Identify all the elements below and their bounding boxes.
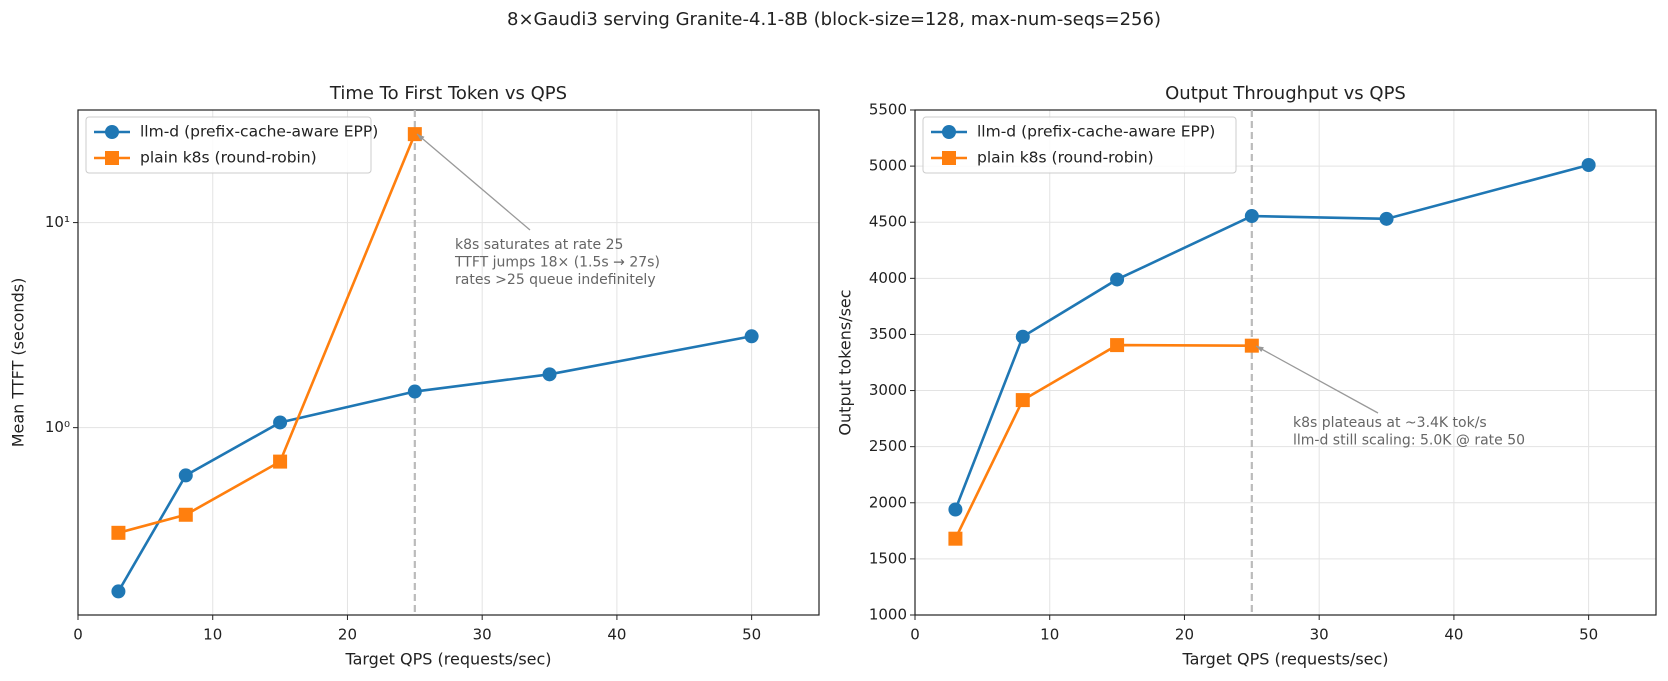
marker [273, 454, 288, 469]
axes-title: Time To First Token vs QPS [329, 83, 567, 104]
marker [542, 367, 557, 382]
series-line [118, 133, 417, 535]
y-tick-label: 3500 [869, 325, 907, 343]
y-tick-label: 1000 [869, 606, 907, 624]
annotation-text: k8s plateaus at ~3.4K tok/s [1293, 415, 1487, 431]
x-tick-label: 30 [473, 626, 492, 644]
legend-marker [942, 125, 956, 139]
series-line [954, 343, 1252, 540]
marker [1379, 211, 1394, 226]
axes-frame [77, 109, 820, 616]
marker [111, 525, 126, 540]
x-tick-label: 0 [73, 626, 83, 644]
legend-label: plain k8s (round-robin) [140, 149, 317, 167]
y-tick-label: 1500 [869, 549, 907, 567]
legend-label: llm-d (prefix-cache-aware EPP) [140, 123, 378, 141]
legend-label: plain k8s (round-robin) [977, 149, 1154, 167]
legend-box [922, 116, 1237, 174]
marker [178, 507, 193, 522]
y-tick-label: 5500 [869, 101, 907, 119]
y-tick-label: 10⁰ [45, 418, 70, 436]
axes-frame [914, 109, 1657, 616]
y-tick-label: 2500 [869, 437, 907, 455]
y-tick-label: 4000 [869, 269, 907, 287]
annotation-text: rates >25 queue indefinitely [455, 272, 656, 288]
legend-box [85, 116, 372, 174]
axes-title: Output Throughput vs QPS [1165, 83, 1406, 104]
y-tick-label: 4500 [869, 213, 907, 231]
y-axis-label: Output tokens/sec [836, 289, 855, 435]
marker [1110, 272, 1125, 287]
y-tick-label: 3000 [869, 381, 907, 399]
x-tick-label: 40 [1444, 626, 1463, 644]
x-tick-label: 50 [1579, 626, 1598, 644]
marker [273, 415, 288, 430]
x-tick-label: 0 [910, 626, 920, 644]
marker [1244, 209, 1259, 224]
series-line [954, 163, 1589, 510]
annotation-arrow [1255, 345, 1379, 414]
annotation-text: TTFT jumps 18× (1.5s → 27s) [454, 255, 660, 271]
marker [1110, 338, 1125, 353]
annotation-arrow [416, 133, 531, 231]
marker [744, 329, 759, 344]
x-tick-label: 10 [1040, 626, 1059, 644]
annotation-text: llm-d still scaling: 5.0K @ rate 50 [1293, 433, 1525, 449]
marker [407, 127, 422, 142]
y-tick-label: 10¹ [45, 213, 70, 231]
y-tick-label: 2000 [869, 493, 907, 511]
x-axis-label: Target QPS (requests/sec) [1181, 650, 1388, 669]
figure-title: 8×Gaudi3 serving Granite-4.1-8B (block-s… [507, 9, 1161, 30]
marker [1015, 329, 1030, 344]
marker [948, 531, 963, 546]
y-tick-label: 5000 [869, 157, 907, 175]
legend-marker [942, 151, 956, 165]
marker [1015, 393, 1030, 408]
marker [948, 502, 963, 517]
annotation-arrowhead [1256, 346, 1264, 353]
legend-label: llm-d (prefix-cache-aware EPP) [977, 123, 1215, 141]
marker [1244, 338, 1259, 353]
marker [1581, 157, 1596, 172]
series-line [117, 334, 752, 593]
legend-marker [105, 125, 119, 139]
x-axis-label: Target QPS (requests/sec) [344, 650, 551, 669]
x-tick-label: 20 [338, 626, 357, 644]
marker [407, 384, 422, 399]
y-axis-label: Mean TTFT (seconds) [9, 278, 28, 448]
marker [178, 468, 193, 483]
x-tick-label: 40 [607, 626, 626, 644]
x-tick-label: 20 [1175, 626, 1194, 644]
annotation-text: k8s saturates at rate 25 [455, 237, 623, 253]
marker [111, 584, 126, 599]
x-tick-label: 50 [742, 626, 761, 644]
x-tick-label: 10 [203, 626, 222, 644]
x-tick-label: 30 [1310, 626, 1329, 644]
annotation-arrowhead [417, 134, 425, 141]
legend-marker [105, 151, 119, 165]
